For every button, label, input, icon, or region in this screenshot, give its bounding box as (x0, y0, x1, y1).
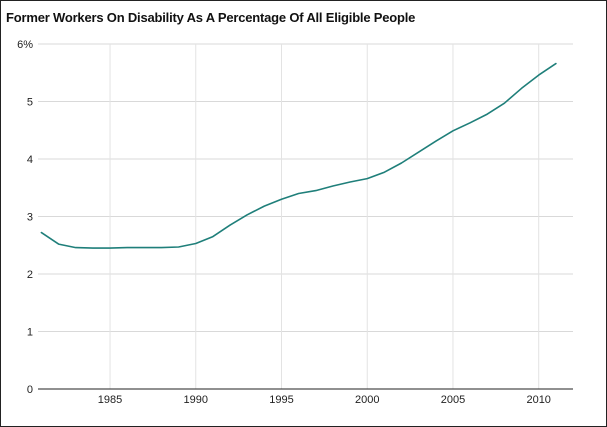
tick-labels: 0 1 2 3 4 5 6% 1985 1990 1995 2000 2005 2010 (17, 39, 551, 406)
x-tick-label: 2010 (526, 394, 550, 406)
y-tick-label: 4 (27, 154, 33, 166)
x-tick-label: 1990 (184, 394, 208, 406)
y-tick-label: 2 (27, 269, 33, 281)
y-tick-label: 0 (27, 384, 33, 396)
y-tick-label: 1 (27, 327, 33, 339)
chart-title: Former Workers On Disability As A Percen… (6, 10, 416, 25)
series-line (40, 62, 557, 249)
x-tick-label: 2000 (355, 394, 379, 406)
x-tick-label: 1985 (98, 394, 122, 406)
y-tick-label: 3 (27, 212, 33, 224)
x-tick-label: 2005 (441, 394, 465, 406)
x-tick-label: 1995 (269, 394, 293, 406)
y-tick-label: 6% (17, 39, 33, 51)
y-tick-label: 5 (27, 97, 33, 109)
grid-lines (38, 43, 573, 389)
series-layer (40, 62, 557, 249)
